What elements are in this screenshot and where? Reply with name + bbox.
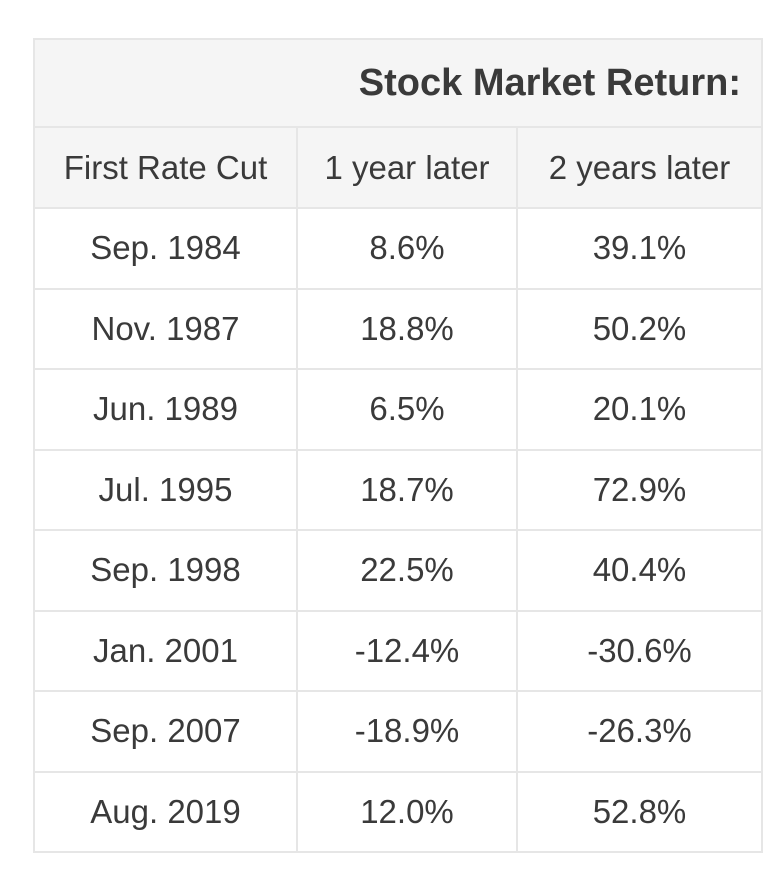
column-header-first-rate-cut: First Rate Cut (33, 126, 298, 209)
cell-2-years: 39.1% (516, 207, 763, 290)
table-row: Sep. 1998 22.5% 40.4% (33, 529, 763, 612)
rate-cut-returns-table: Stock Market Return: First Rate Cut 1 ye… (33, 38, 763, 853)
cell-date: Aug. 2019 (33, 770, 298, 853)
cell-2-years: -26.3% (516, 690, 763, 773)
cell-2-years: 52.8% (516, 770, 763, 853)
cell-1-year: 8.6% (296, 207, 518, 290)
returns-table-container: Stock Market Return: First Rate Cut 1 ye… (33, 38, 763, 853)
cell-1-year: 6.5% (296, 368, 518, 451)
cell-1-year: -18.9% (296, 690, 518, 773)
table-row: Aug. 2019 12.0% 52.8% (33, 770, 763, 853)
cell-2-years: 20.1% (516, 368, 763, 451)
table-row: Nov. 1987 18.8% 50.2% (33, 287, 763, 370)
cell-date: Jan. 2001 (33, 609, 298, 692)
column-header-2-years-later: 2 years later (516, 126, 763, 209)
table-row: Jun. 1989 6.5% 20.1% (33, 368, 763, 451)
table-title: Stock Market Return: (33, 38, 763, 128)
cell-date: Nov. 1987 (33, 287, 298, 370)
table-row: Sep. 1984 8.6% 39.1% (33, 207, 763, 290)
cell-1-year: 18.8% (296, 287, 518, 370)
cell-date: Jul. 1995 (33, 448, 298, 531)
cell-date: Sep. 1984 (33, 207, 298, 290)
cell-1-year: 12.0% (296, 770, 518, 853)
cell-1-year: 22.5% (296, 529, 518, 612)
cell-date: Jun. 1989 (33, 368, 298, 451)
cell-1-year: -12.4% (296, 609, 518, 692)
table-row: Jul. 1995 18.7% 72.9% (33, 448, 763, 531)
column-header-row: First Rate Cut 1 year later 2 years late… (33, 126, 763, 209)
cell-date: Sep. 2007 (33, 690, 298, 773)
column-header-1-year-later: 1 year later (296, 126, 518, 209)
cell-2-years: 40.4% (516, 529, 763, 612)
table-row: Sep. 2007 -18.9% -26.3% (33, 690, 763, 773)
cell-date: Sep. 1998 (33, 529, 298, 612)
title-row: Stock Market Return: (33, 38, 763, 128)
cell-1-year: 18.7% (296, 448, 518, 531)
table-row: Jan. 2001 -12.4% -30.6% (33, 609, 763, 692)
cell-2-years: 50.2% (516, 287, 763, 370)
cell-2-years: -30.6% (516, 609, 763, 692)
cell-2-years: 72.9% (516, 448, 763, 531)
